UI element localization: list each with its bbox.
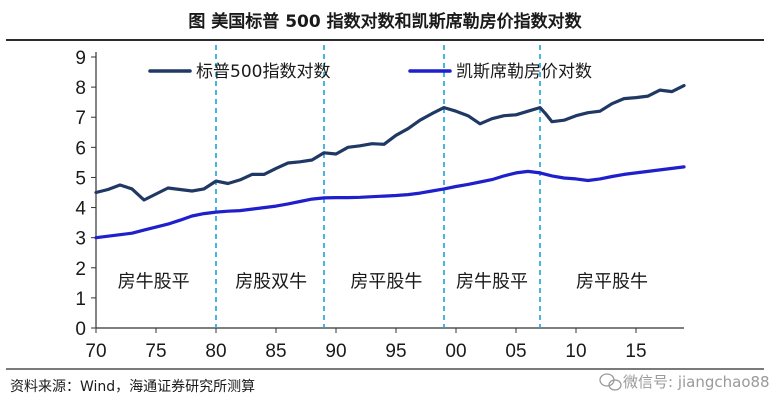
y-tick-label: 1 xyxy=(75,289,86,310)
y-tick-label: 6 xyxy=(75,138,86,159)
x-tick-label: 75 xyxy=(145,341,166,362)
watermark-text: 微信号: jiangchao8848 xyxy=(623,373,770,391)
regime-label: 房牛股平 xyxy=(118,271,190,292)
y-tick-label: 2 xyxy=(75,259,86,280)
plot-area: 0 1 2 3 4 5 6 7 8 9 70 75 80 85 90 95 00 05 10 15 房牛股平 房股双牛 房平… xyxy=(75,45,686,362)
regime-label: 房股双牛 xyxy=(235,271,307,292)
x-tick-label: 80 xyxy=(205,341,226,362)
y-tick-label: 0 xyxy=(75,319,86,340)
source-note: 资料来源：Wind，海通证券研究所测算 xyxy=(10,379,255,395)
y-tick-label: 5 xyxy=(75,168,86,189)
y-tick-label: 4 xyxy=(75,199,86,220)
chart-title: 图 美国标普 500 指数对数和凯斯席勒房价指数对数 xyxy=(188,11,582,32)
y-tick-label: 9 xyxy=(75,48,86,69)
x-tick-label: 90 xyxy=(325,341,346,362)
x-tick-label: 85 xyxy=(265,341,286,362)
x-tick-label: 00 xyxy=(445,341,466,362)
wechat-icon xyxy=(599,373,622,391)
x-tick-label: 15 xyxy=(625,341,646,362)
series-line-sp500 xyxy=(94,84,686,202)
regime-label: 房牛股平 xyxy=(456,271,528,292)
legend-label: 凯斯席勒房价对数 xyxy=(456,62,592,82)
regime-label: 房平股牛 xyxy=(350,271,422,292)
y-tick-label: 3 xyxy=(75,229,86,250)
x-tick-label: 10 xyxy=(565,341,586,362)
legend-label: 标普500指数对数 xyxy=(196,62,330,82)
y-tick-label: 8 xyxy=(75,78,86,99)
regime-label: 房平股牛 xyxy=(576,271,648,292)
series-line-case-shiller xyxy=(94,165,686,240)
x-tick-label: 05 xyxy=(505,341,526,362)
watermark: 微信号: jiangchao8848 xyxy=(599,373,770,391)
x-tick-label: 95 xyxy=(385,341,406,362)
x-tick-label: 70 xyxy=(85,341,106,362)
y-tick-label: 7 xyxy=(75,108,86,129)
